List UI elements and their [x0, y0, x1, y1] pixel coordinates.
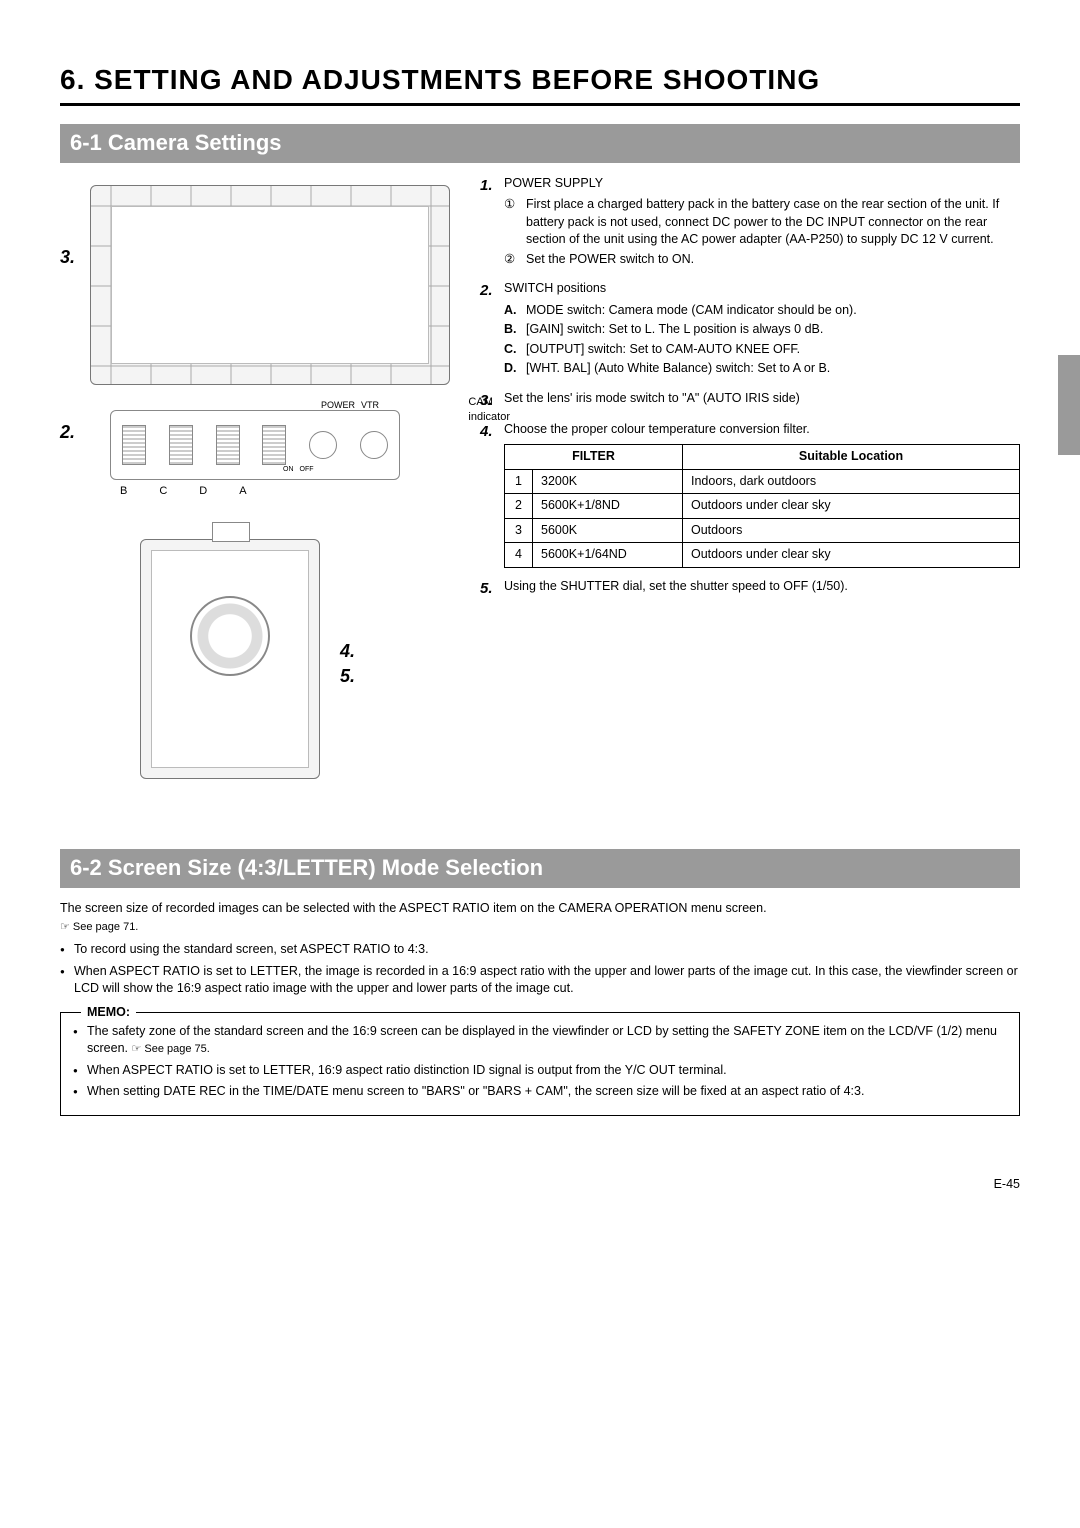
filter-header-filter: FILTER — [505, 445, 683, 470]
cell-name: 5600K — [533, 518, 683, 543]
label-d: D — [199, 484, 207, 499]
cell-idx: 1 — [505, 469, 533, 494]
callout-3: 3. — [60, 245, 75, 270]
table-row: 3 5600K Outdoors — [505, 518, 1020, 543]
switch-slot — [216, 425, 240, 465]
label-c: C — [159, 484, 167, 499]
filter-header-location: Suitable Location — [683, 445, 1020, 470]
step-1-sub-2: ② Set the POWER switch to ON. — [504, 251, 1020, 269]
switch-round — [309, 431, 337, 459]
step-2-d-text: [WHT. BAL] (Auto White Balance) switch: … — [526, 360, 830, 378]
section-6-2-bullets: To record using the standard screen, set… — [60, 941, 1020, 998]
step-2-title: SWITCH positions — [504, 280, 1020, 298]
callout-5: 5. — [340, 664, 355, 689]
on-label: ON — [283, 465, 294, 475]
camera-side-diagram — [90, 185, 450, 385]
label-b: B — [120, 484, 127, 499]
lens-icon — [190, 596, 270, 676]
step-2-c: C. [OUTPUT] switch: Set to CAM-AUTO KNEE… — [504, 341, 1020, 359]
step-3-text: Set the lens' iris mode switch to "A" (A… — [504, 390, 1020, 411]
switch-abcd-labels: B C D A — [120, 484, 460, 499]
switch-slot — [262, 425, 286, 465]
bullet-2: When ASPECT RATIO is set to LETTER, the … — [60, 963, 1020, 998]
step-5-text: Using the SHUTTER dial, set the shutter … — [504, 578, 1020, 599]
step-2-b: B. [GAIN] switch: Set to L. The L positi… — [504, 321, 1020, 339]
table-row: 1 3200K Indoors, dark outdoors — [505, 469, 1020, 494]
mark-c: C. — [504, 341, 522, 359]
cell-loc: Outdoors — [683, 518, 1020, 543]
step-1-sub-1: ① First place a charged battery pack in … — [504, 196, 1020, 249]
step-5: 5. Using the SHUTTER dial, set the shutt… — [480, 578, 1020, 599]
cell-loc: Outdoors under clear sky — [683, 494, 1020, 519]
cell-loc: Outdoors under clear sky — [683, 543, 1020, 568]
steps-column: 1. POWER SUPPLY ① First place a charged … — [480, 175, 1020, 809]
step-1-sub-2-text: Set the POWER switch to ON. — [526, 251, 694, 269]
para-text: The screen size of recorded images can b… — [60, 901, 767, 915]
step-4-text: Choose the proper colour temperature con… — [504, 421, 1020, 439]
cell-loc: Indoors, dark outdoors — [683, 469, 1020, 494]
step-2-c-text: [OUTPUT] switch: Set to CAM-AUTO KNEE OF… — [526, 341, 800, 359]
circled-2: ② — [504, 251, 522, 269]
power-label: POWER — [321, 399, 355, 412]
step-4: 4. Choose the proper colour temperature … — [480, 421, 1020, 568]
chapter-title: 6. SETTING AND ADJUSTMENTS BEFORE SHOOTI… — [60, 60, 1020, 106]
bullet-1: To record using the standard screen, set… — [60, 941, 1020, 959]
vtr-label: VTR — [361, 399, 379, 412]
step-num: 1. — [480, 175, 498, 271]
page-number: E-45 — [60, 1176, 1020, 1194]
indicator-label: indicator — [468, 410, 510, 425]
table-row: 4 5600K+1/64ND Outdoors under clear sky — [505, 543, 1020, 568]
memo-item-3: When setting DATE REC in the TIME/DATE m… — [73, 1083, 1007, 1101]
memo-title: MEMO: — [81, 1004, 136, 1022]
memo-item-1: The safety zone of the standard screen a… — [73, 1023, 1007, 1058]
step-1-sub-1-text: First place a charged battery pack in th… — [526, 196, 1020, 249]
off-label: OFF — [300, 465, 314, 475]
ref-see-page-71: ☞ See page 71. — [60, 920, 138, 935]
step-2-d: D. [WHT. BAL] (Auto White Balance) switc… — [504, 360, 1020, 378]
label-a: A — [239, 484, 246, 499]
circled-1: ① — [504, 196, 522, 249]
cell-idx: 3 — [505, 518, 533, 543]
memo-item-2: When ASPECT RATIO is set to LETTER, 16:9… — [73, 1062, 1007, 1080]
mark-a: A. — [504, 302, 522, 320]
switch-slot — [169, 425, 193, 465]
cam-label: CAM — [468, 395, 510, 410]
diagram-column: 3. 2. 1. CAM indicator POWER VTR — [60, 175, 460, 809]
step-num: 4. — [480, 421, 498, 568]
section-6-1-title: 6-1 Camera Settings — [60, 124, 1020, 163]
ref-see-page-75: ☞ See page 75. — [131, 1042, 209, 1057]
section-6-2-para: The screen size of recorded images can b… — [60, 900, 1020, 935]
step-1-title: POWER SUPPLY — [504, 175, 1020, 193]
side-tab — [1058, 355, 1080, 455]
cell-idx: 4 — [505, 543, 533, 568]
switch-round — [360, 431, 388, 459]
cell-name: 5600K+1/64ND — [533, 543, 683, 568]
step-num: 2. — [480, 280, 498, 380]
memo-box: MEMO: The safety zone of the standard sc… — [60, 1012, 1020, 1116]
callout-2: 2. — [60, 420, 75, 445]
cell-name: 5600K+1/8ND — [533, 494, 683, 519]
filter-table: FILTER Suitable Location 1 3200K Indoors… — [504, 444, 1020, 568]
step-2-a-text: MODE switch: Camera mode (CAM indicator … — [526, 302, 857, 320]
memo-1-text: The safety zone of the standard screen a… — [87, 1024, 997, 1056]
mark-d: D. — [504, 360, 522, 378]
step-num: 5. — [480, 578, 498, 599]
camera-front-diagram — [140, 539, 320, 779]
switch-panel-diagram: POWER VTR ON OFF — [110, 410, 400, 480]
step-2-b-text: [GAIN] switch: Set to L. The L position … — [526, 321, 823, 339]
section-6-2-title: 6-2 Screen Size (4:3/LETTER) Mode Select… — [60, 849, 1020, 888]
step-1: 1. POWER SUPPLY ① First place a charged … — [480, 175, 1020, 271]
step-2: 2. SWITCH positions A. MODE switch: Came… — [480, 280, 1020, 380]
cell-idx: 2 — [505, 494, 533, 519]
callout-4: 4. — [340, 639, 355, 664]
table-row: 2 5600K+1/8ND Outdoors under clear sky — [505, 494, 1020, 519]
cam-indicator-label: CAM indicator — [468, 395, 510, 426]
step-3: 3. Set the lens' iris mode switch to "A"… — [480, 390, 1020, 411]
step-2-a: A. MODE switch: Camera mode (CAM indicat… — [504, 302, 1020, 320]
mark-b: B. — [504, 321, 522, 339]
cell-name: 3200K — [533, 469, 683, 494]
switch-slot — [122, 425, 146, 465]
